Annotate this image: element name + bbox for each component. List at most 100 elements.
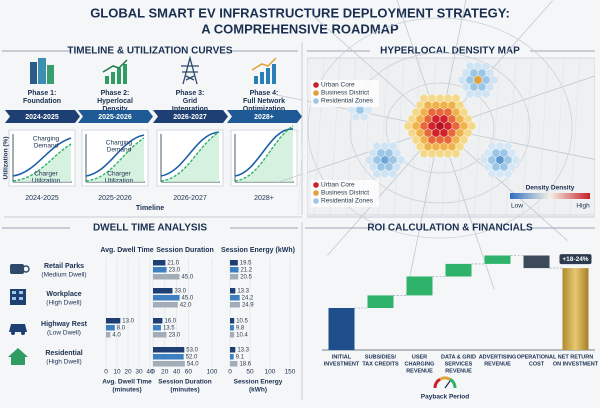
payback-label: Payback Period xyxy=(421,394,469,401)
icon xyxy=(272,64,276,84)
row-note: (Low Dwell) xyxy=(47,330,81,337)
value-label: 13.5 xyxy=(163,326,175,332)
x-tick-label: 0 xyxy=(228,369,232,376)
row-icon xyxy=(11,331,15,335)
street xyxy=(489,57,501,216)
category-label: REVENUE xyxy=(445,368,472,374)
value-label: 19.5 xyxy=(240,261,252,267)
value-label: 4.0 xyxy=(112,333,121,339)
bar xyxy=(230,274,239,280)
density-hex xyxy=(503,168,513,179)
x-tick-label: 10 xyxy=(113,369,121,376)
section-heading: TIMELINE & UTILIZATION CURVES xyxy=(67,46,233,57)
phase-label: Optimization xyxy=(243,106,285,113)
value-label: 13.3 xyxy=(237,348,249,354)
density-hex xyxy=(351,112,361,122)
bar xyxy=(153,267,167,273)
phase-label: Phase 2: xyxy=(101,90,130,97)
colorbar-low: Low xyxy=(511,203,523,210)
utilization-area xyxy=(161,132,219,182)
axis-title: Utilization (%) xyxy=(3,137,10,180)
category-label: ON INVESTMENT xyxy=(553,361,599,367)
legend-box xyxy=(311,80,379,107)
bar xyxy=(153,325,161,331)
legend-box xyxy=(311,180,379,207)
phase-label: Phase 4: xyxy=(250,90,279,97)
category-label: DATA & GRID xyxy=(441,354,476,360)
street xyxy=(569,57,581,216)
phase-banner xyxy=(227,110,302,123)
axis-title: (kWh) xyxy=(249,387,267,394)
row-icon xyxy=(19,297,23,300)
value-label: 24.9 xyxy=(242,303,254,309)
phase-label: Foundation xyxy=(23,98,61,105)
curve-annotation: Demand xyxy=(107,147,132,154)
axis-title: Avg. Dwell Time xyxy=(102,379,152,386)
density-hex xyxy=(388,168,398,179)
icon xyxy=(181,55,199,85)
gauge-arc xyxy=(449,378,457,389)
icon xyxy=(117,68,121,84)
value-label: 13.0 xyxy=(122,319,134,325)
icon xyxy=(254,76,258,84)
x-tick-label: 50 xyxy=(246,369,254,376)
bar xyxy=(153,302,178,308)
curve-annotation: Charger xyxy=(107,171,131,178)
row-icon xyxy=(12,297,16,300)
legend-label: Residential Zones xyxy=(321,98,374,105)
street xyxy=(505,57,517,216)
x-tick-label: 0 xyxy=(104,369,108,376)
icon xyxy=(47,65,54,84)
value-label: 45.0 xyxy=(182,275,194,281)
legend-swatch xyxy=(313,98,319,104)
value-label: 21.0 xyxy=(167,261,179,267)
colorbar-high: High xyxy=(576,203,590,210)
row-icon xyxy=(12,291,16,294)
legend-swatch xyxy=(313,198,319,204)
bar xyxy=(153,361,185,367)
axis-title: Session Energy xyxy=(234,379,283,386)
axis-title: Session Duration xyxy=(158,379,211,386)
icon xyxy=(102,59,128,73)
column-header: Session Energy (kWh) xyxy=(221,247,295,254)
annotation: +18-24% xyxy=(562,256,588,263)
icon xyxy=(260,72,264,84)
bar xyxy=(230,361,238,367)
value-label: 23.0 xyxy=(169,268,181,274)
bar xyxy=(230,347,236,353)
x-tick-label: 150 xyxy=(285,369,296,376)
value-label: 13.3 xyxy=(237,289,249,295)
phase-years: 2025-2026 xyxy=(98,114,132,121)
map-clip-cover xyxy=(302,40,307,220)
phase-label: Full Network xyxy=(243,98,285,105)
bar xyxy=(153,260,166,266)
density-hex xyxy=(372,168,382,179)
street xyxy=(553,57,565,216)
phase-label: Phase 3: xyxy=(176,90,205,97)
street xyxy=(537,57,549,216)
value-label: 8.0 xyxy=(117,326,126,332)
category-label: INVESTMENT xyxy=(324,361,360,367)
value-label: 16.0 xyxy=(164,319,176,325)
phase-label: Density xyxy=(102,106,127,113)
value-label: 33.0 xyxy=(174,289,186,295)
phase-years: 2024-2025 xyxy=(25,114,59,121)
phase-label: Grid xyxy=(183,98,197,105)
curve-annotation: Utilization xyxy=(32,178,61,185)
demand-curve xyxy=(85,134,145,177)
density-hex xyxy=(435,148,445,159)
row-name: Highway Rest xyxy=(41,321,88,328)
value-label: 54.0 xyxy=(187,362,199,368)
utilization-curve xyxy=(234,125,294,182)
x-tick-label: 30 xyxy=(135,369,143,376)
phase-years-axis: 2026-2027 xyxy=(173,195,207,202)
legend-label: Business District xyxy=(321,190,369,197)
x-tick-label: 40 xyxy=(173,369,181,376)
bar xyxy=(230,267,239,273)
phase-years-axis: 2025-2026 xyxy=(98,195,132,202)
bar xyxy=(106,318,121,324)
bar xyxy=(230,332,235,338)
bar xyxy=(106,325,115,331)
bar xyxy=(230,288,236,294)
